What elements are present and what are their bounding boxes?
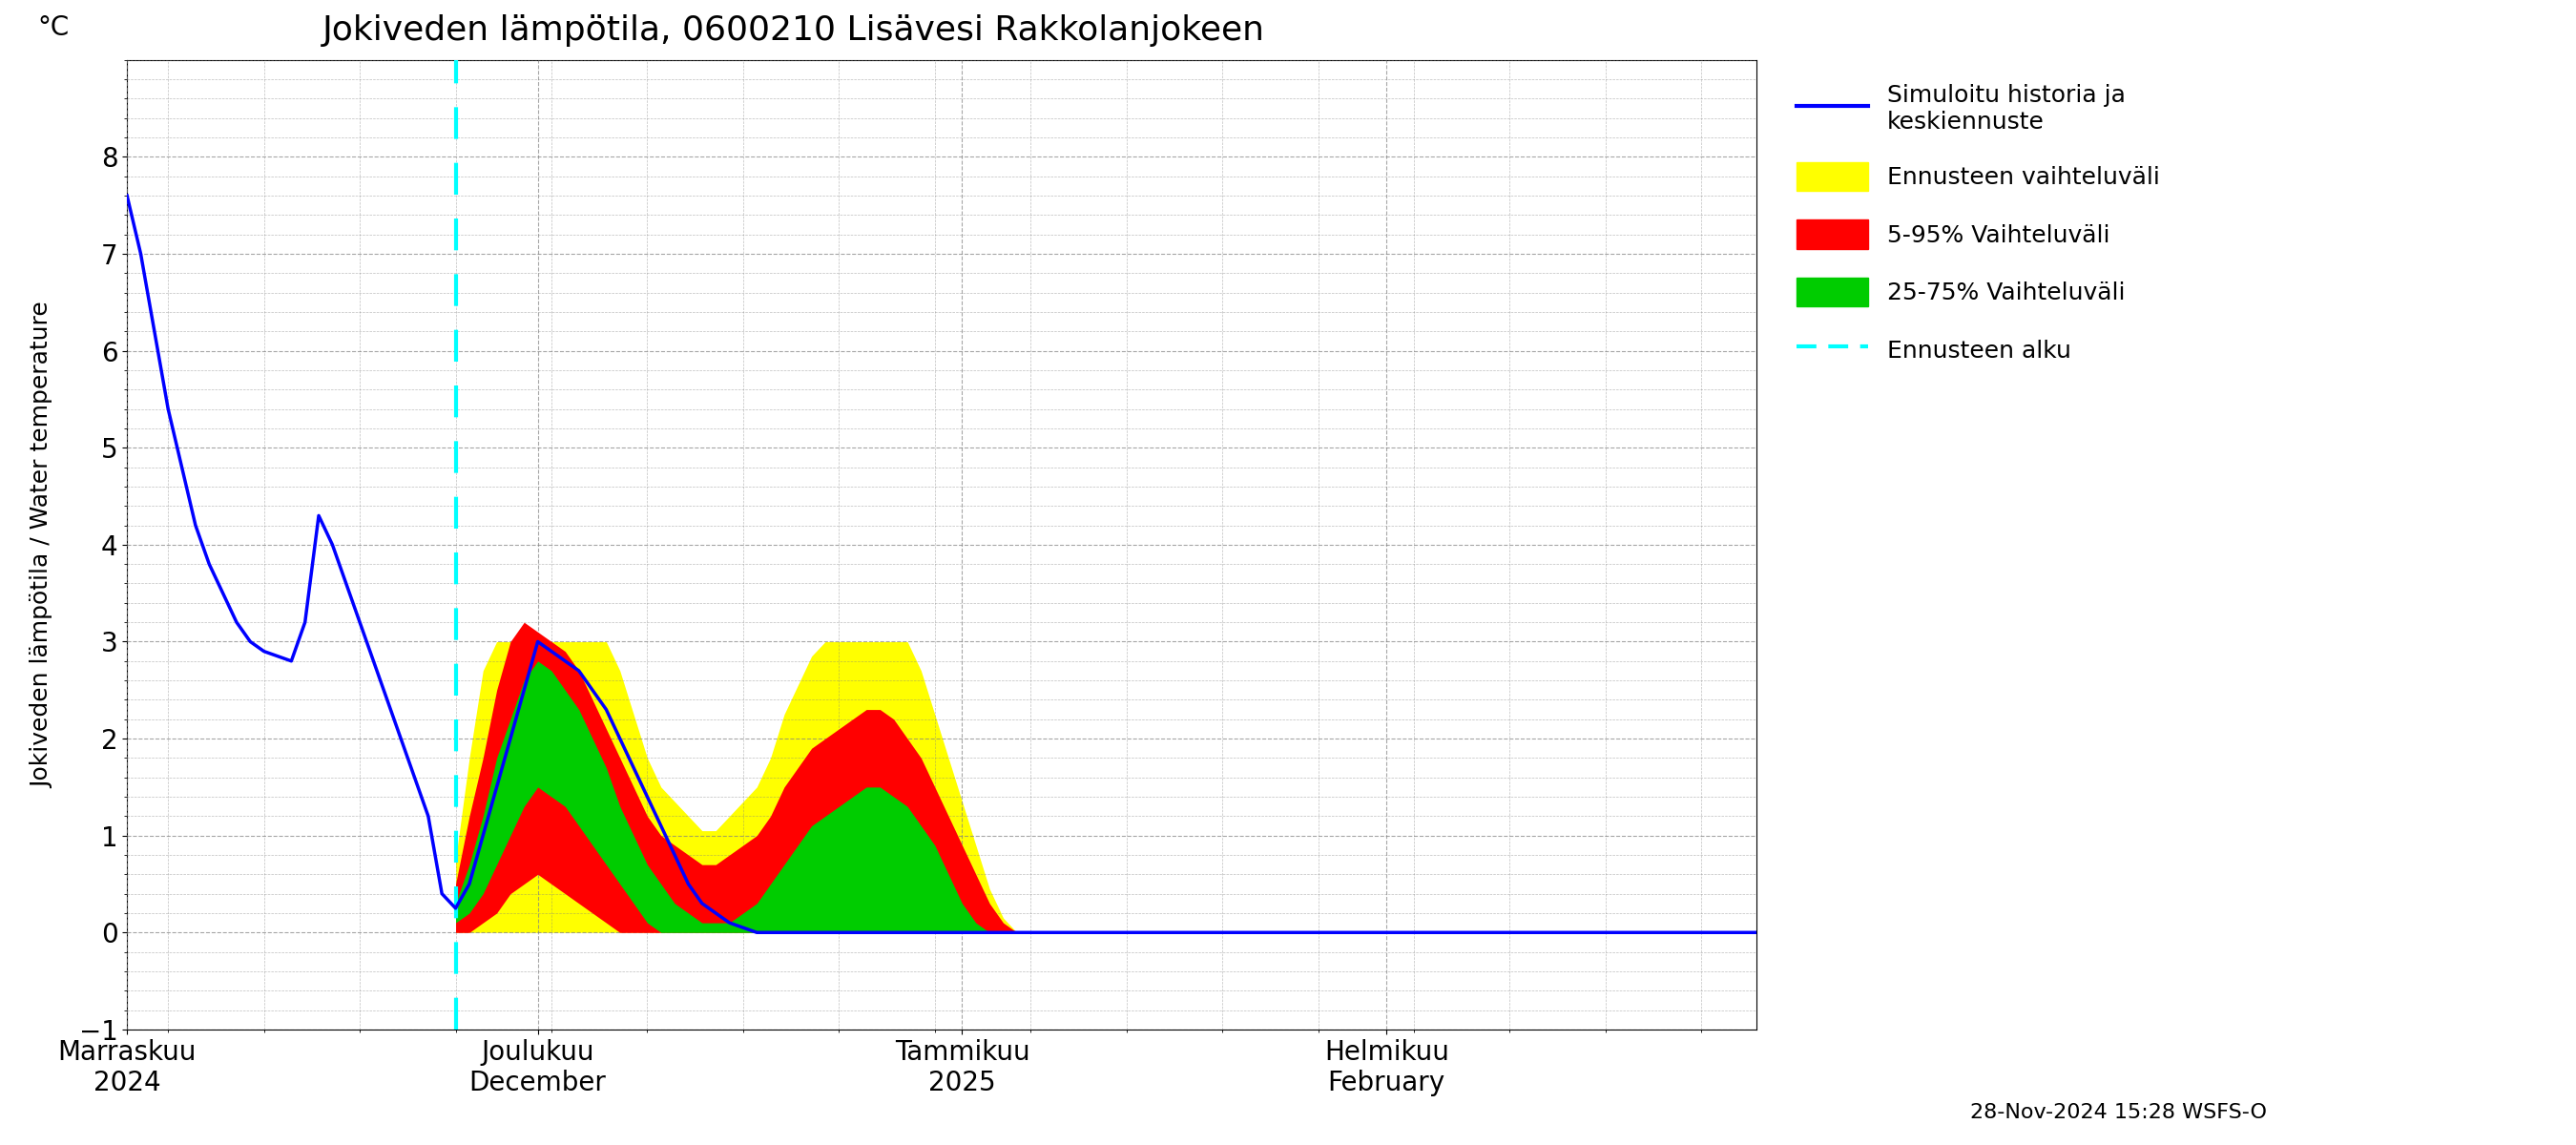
- Y-axis label: Jokiveden lämpötila / Water temperature: Jokiveden lämpötila / Water temperature: [31, 301, 54, 788]
- Text: °C: °C: [39, 14, 70, 40]
- Text: Jokiveden lämpötila, 0600210 Lisävesi Rakkolanjokeen: Jokiveden lämpötila, 0600210 Lisävesi Ra…: [322, 14, 1265, 47]
- Legend: Simuloitu historia ja
keskiennuste, Ennusteen vaihteluväli, 5-95% Vaihteluväli, : Simuloitu historia ja keskiennuste, Ennu…: [1785, 72, 2172, 376]
- Text: 28-Nov-2024 15:28 WSFS-O: 28-Nov-2024 15:28 WSFS-O: [1971, 1103, 2267, 1122]
